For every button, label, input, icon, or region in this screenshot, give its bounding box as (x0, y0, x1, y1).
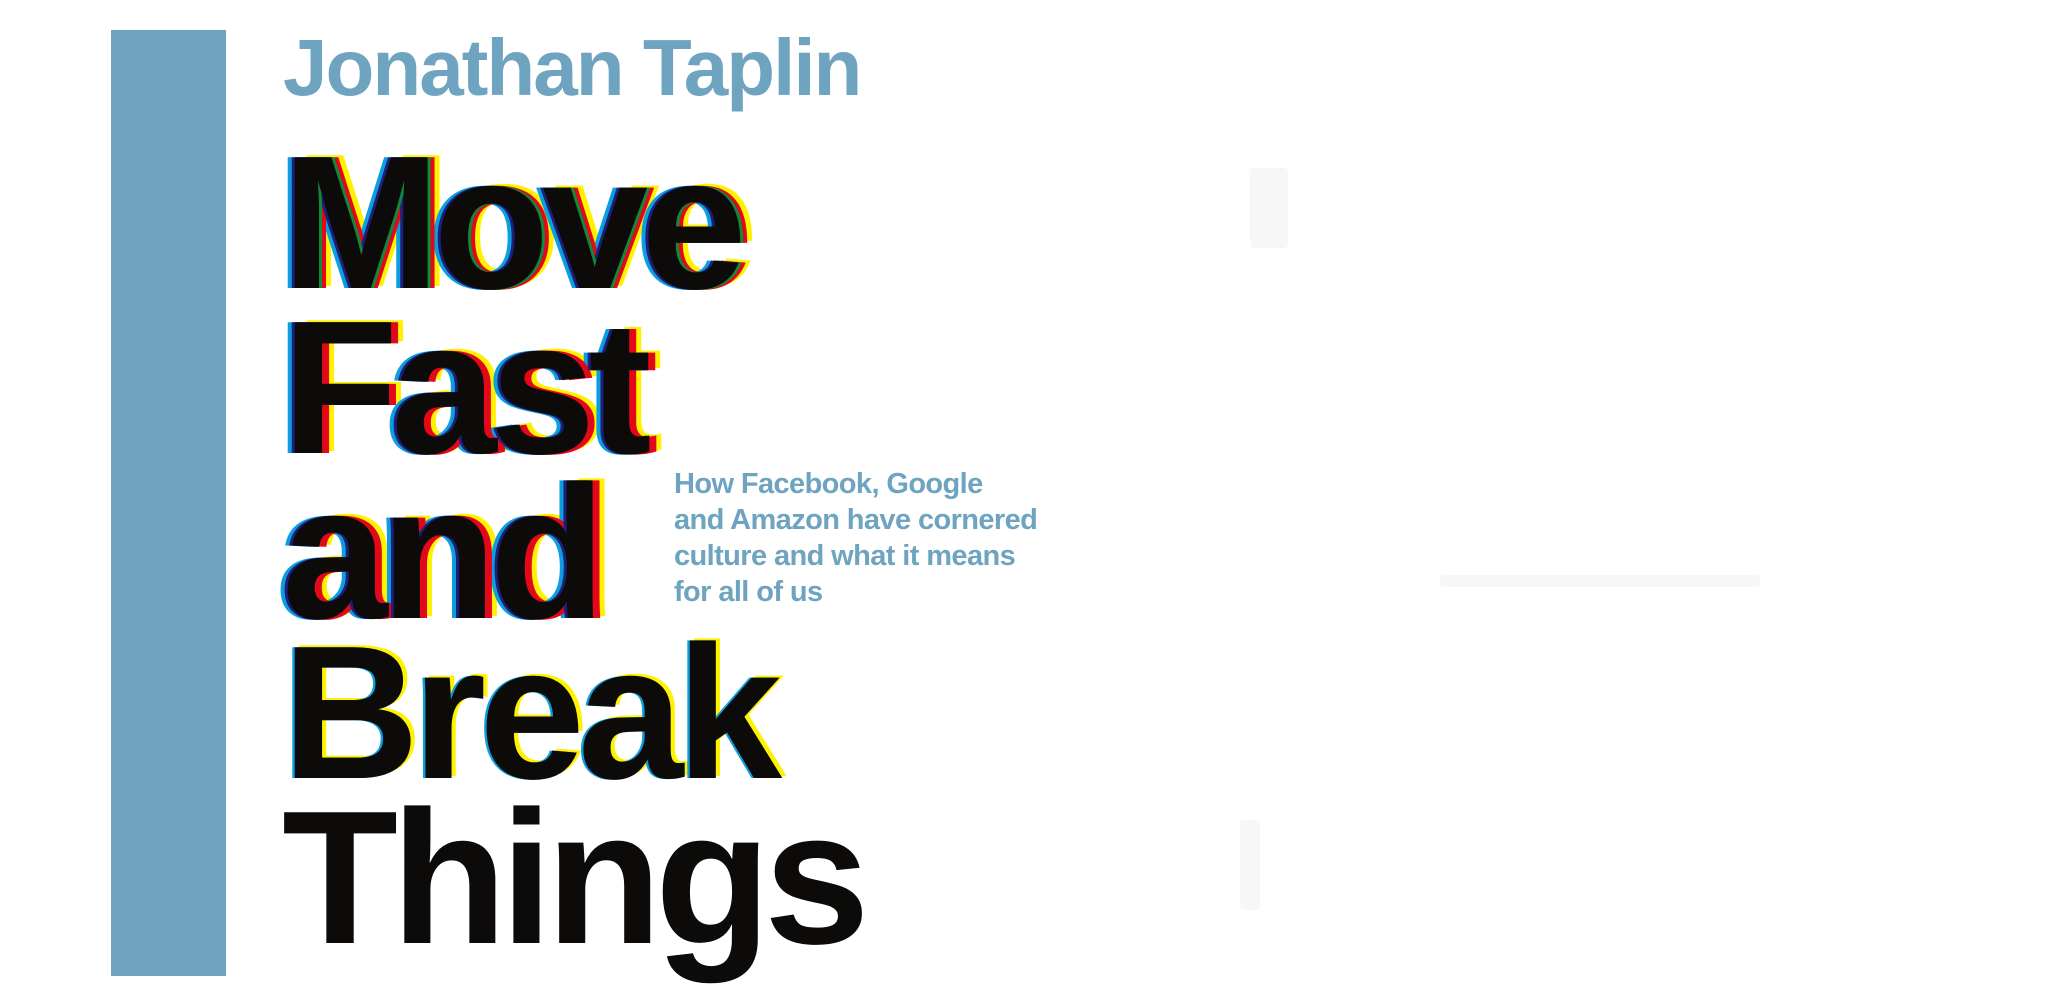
title-overprint-red: Move (289, 117, 754, 329)
title-overprint-yellow: Fast (294, 280, 664, 492)
title-line-break: Break Break Break (279, 607, 787, 819)
title-overprint-cyan: and (275, 447, 599, 659)
subtitle-line: How Facebook, Google (674, 468, 983, 500)
title-overprint-red: Fast (289, 282, 659, 494)
title-line-things: Things (282, 783, 870, 973)
accent-bar (111, 30, 226, 976)
title-overprint-green: Move (285, 117, 750, 329)
title-line-text: and (282, 447, 606, 659)
title-overprint-yellow: and (294, 445, 618, 657)
title-overprint-navy: Move (279, 117, 744, 329)
title-overprint-cyan: Move (275, 117, 740, 329)
subtitle-line: and Amazon have cornered (674, 504, 1038, 536)
faint-background-mark (1440, 575, 1760, 587)
faint-background-mark (1240, 820, 1260, 910)
title-overprint-cyan: Break (279, 607, 780, 819)
subtitle-line: for all of us (674, 576, 823, 608)
title-line-text: Things (282, 772, 870, 984)
faint-background-mark (1250, 168, 1288, 248)
title-line-text: Move (282, 117, 747, 329)
title-overprint-red: and (289, 447, 613, 659)
title-overprint-navy: Fast (279, 282, 649, 494)
title-overprint-yellow: Break (286, 605, 786, 817)
title-line-and: and and and and and (275, 447, 618, 659)
title-overprint-navy: and (279, 447, 603, 659)
book-subtitle: How Facebook, Google and Amazon have cor… (674, 466, 1054, 610)
title-line-text: Break (282, 607, 782, 819)
title-overprint-cyan: Fast (275, 282, 645, 494)
subtitle-line: culture and what it means (674, 540, 1016, 572)
title-overprint-yellow: Move (294, 115, 759, 327)
title-line-fast: Fast Fast Fast Fast Fast (275, 282, 664, 494)
title-line-move: Move Move Move Move Move Move (275, 117, 759, 329)
title-line-text: Fast (282, 282, 652, 494)
author-name: Jonathan Taplin (283, 23, 862, 112)
